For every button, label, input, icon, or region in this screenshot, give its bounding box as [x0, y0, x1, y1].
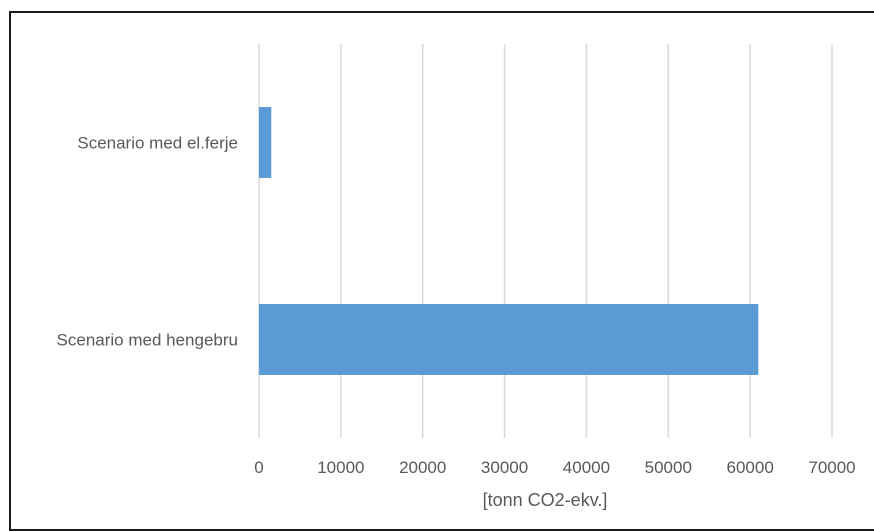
- category-label: Scenario med hengebru: [57, 331, 238, 350]
- bar-chart: Scenario med el.ferje Scenario med hengeb…: [57, 44, 856, 510]
- chart-frame: [9, 11, 874, 531]
- x-tick-label: 0: [254, 458, 263, 477]
- category-label: Scenario med el.ferje: [77, 134, 238, 153]
- gridlines: [258, 44, 833, 438]
- x-tick-label: 50000: [645, 458, 692, 477]
- x-axis-title: [tonn CO2-ekv.]: [483, 490, 608, 510]
- x-tick-labels: 0 10000 20000 30000 40000 50000 60000 70000: [254, 458, 855, 477]
- x-tick-label: 10000: [317, 458, 364, 477]
- x-tick-label: 30000: [481, 458, 528, 477]
- x-tick-label: 20000: [399, 458, 446, 477]
- x-tick-label: 70000: [808, 458, 855, 477]
- bar-el-ferje: [259, 107, 272, 178]
- x-tick-label: 40000: [563, 458, 610, 477]
- bars: [259, 107, 759, 375]
- bar-hengebru: [259, 304, 759, 375]
- x-tick-label: 60000: [727, 458, 774, 477]
- category-labels: Scenario med el.ferje Scenario med hengeb…: [57, 134, 238, 350]
